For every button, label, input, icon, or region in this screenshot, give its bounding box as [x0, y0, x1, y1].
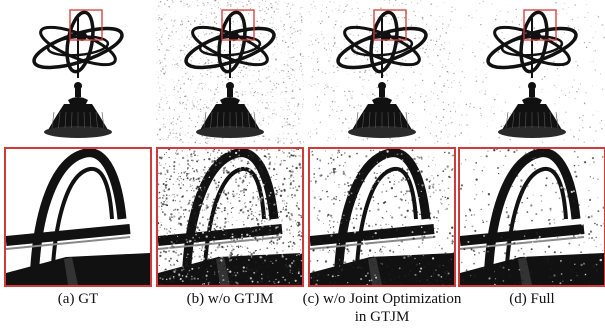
full-render-image — [458, 0, 605, 144]
caption-wo-gtjm: (b) w/o GTJM — [186, 291, 274, 307]
gt-zoom-crop — [4, 147, 152, 287]
caption-wo-joint-opt: (c) w/o Joint Optimization in GTJM — [302, 291, 462, 325]
full-zoom-crop — [458, 147, 605, 287]
caption-full: (d) Full — [509, 291, 555, 307]
panel-wo-joint-opt: (c) w/o Joint Optimization in GTJM — [303, 0, 461, 334]
wo-gtjm-render-image — [156, 0, 304, 144]
wo-joint-opt-zoom-crop — [308, 147, 456, 287]
wo-joint-opt-zoom-image — [310, 149, 454, 285]
wo-joint-opt-render-image — [308, 0, 456, 144]
gt-zoom-image — [6, 149, 150, 285]
panel-wo-gtjm: (b) w/o GTJM — [156, 0, 304, 334]
panel-gt: (a) GT — [4, 0, 152, 334]
wo-gtjm-zoom-image — [158, 149, 302, 285]
full-zoom-image — [460, 149, 604, 285]
caption-gt: (a) GT — [57, 291, 99, 307]
panel-full: (d) Full — [458, 0, 605, 334]
wo-gtjm-zoom-crop — [156, 147, 304, 287]
gt-render-image — [32, 9, 124, 138]
